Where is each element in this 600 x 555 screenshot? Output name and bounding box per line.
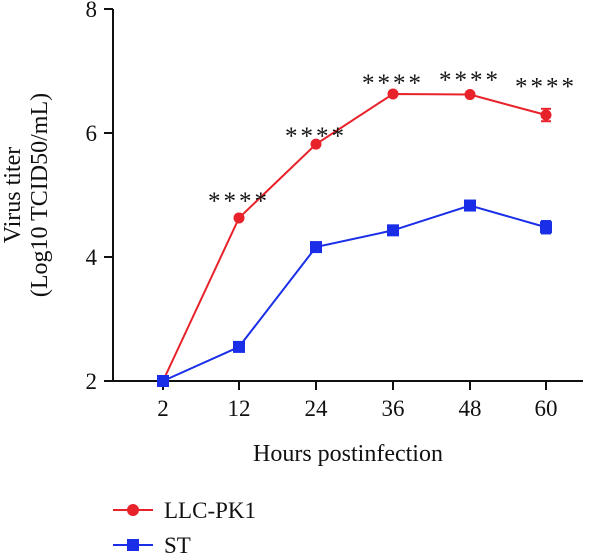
data-point-llc-pk1 — [233, 212, 245, 224]
y-tick-label: 6 — [86, 121, 98, 146]
series-st — [157, 199, 552, 387]
significance-marker: **** — [515, 73, 577, 100]
x-tick-label: 2 — [157, 396, 169, 421]
x-tick-label: 48 — [459, 396, 482, 421]
legend-item-st: ST — [113, 533, 191, 555]
y-tick-label: 8 — [86, 0, 98, 22]
y-axis-title: Virus titer (Log10 TCID50/mL) — [0, 93, 53, 297]
x-axis-ticks: 2 12 24 36 48 60 — [157, 381, 558, 421]
data-point-st — [540, 221, 552, 234]
legend-marker-st — [127, 539, 139, 551]
significance-annotations: **** **** **** **** **** — [208, 67, 577, 215]
x-axis-title: Hours postinfection — [253, 441, 443, 467]
plot-area — [157, 88, 552, 387]
significance-marker: **** — [362, 70, 424, 97]
legend: LLC-PK1 ST — [113, 498, 256, 555]
y-axis-ticks: 2 4 6 8 — [86, 0, 113, 394]
x-tick-label: 24 — [305, 396, 329, 421]
series-line-st — [162, 204, 547, 382]
y-axis-title-line-2: (Log10 TCID50/mL) — [27, 93, 53, 297]
data-point-st — [387, 224, 399, 237]
legend-marker-llc-pk1 — [127, 504, 139, 516]
legend-item-llc-pk1: LLC-PK1 — [113, 498, 256, 523]
legend-label-st: ST — [164, 533, 191, 555]
series-line-llc-pk1 — [162, 92, 547, 382]
data-point-st — [157, 375, 169, 387]
data-point-llc-pk1 — [540, 109, 552, 121]
significance-marker: **** — [285, 123, 347, 150]
data-point-llc-pk1 — [387, 88, 399, 100]
data-point-st — [310, 241, 322, 254]
data-point-st — [233, 340, 245, 353]
y-axis-title-line-1: Virus titer — [0, 147, 26, 244]
x-tick-label: 60 — [535, 396, 558, 421]
legend-label-llc-pk1: LLC-PK1 — [164, 498, 256, 523]
data-point-st — [464, 199, 476, 212]
x-tick-label: 12 — [228, 396, 251, 421]
significance-marker: **** — [439, 67, 501, 94]
significance-marker: **** — [208, 188, 270, 215]
y-tick-label: 2 — [86, 369, 98, 394]
y-tick-label: 4 — [86, 245, 98, 270]
data-point-llc-pk1 — [464, 89, 476, 101]
series-llc-pk1 — [157, 88, 552, 387]
data-point-llc-pk1 — [310, 138, 322, 150]
x-tick-label: 36 — [382, 396, 405, 421]
